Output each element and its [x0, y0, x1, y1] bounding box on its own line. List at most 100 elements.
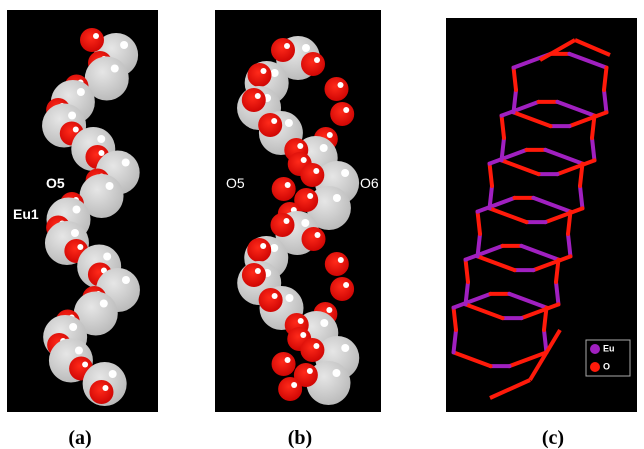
highlight — [313, 343, 319, 349]
highlight — [333, 194, 341, 202]
highlight — [320, 319, 328, 327]
o-sphere — [302, 227, 326, 251]
highlight — [332, 369, 340, 377]
highlight — [271, 118, 277, 124]
highlight — [98, 150, 104, 156]
o-sphere — [242, 263, 266, 287]
highlight — [73, 206, 81, 214]
highlight — [313, 168, 319, 174]
highlight — [272, 293, 278, 299]
highlight — [261, 68, 267, 74]
bond — [556, 282, 558, 304]
o-sphere — [324, 77, 348, 101]
highlight — [122, 276, 130, 284]
highlight — [102, 385, 108, 391]
highlight — [100, 300, 108, 308]
o-sphere — [270, 213, 294, 237]
o-sphere — [300, 338, 324, 362]
o-sphere — [247, 238, 271, 262]
o-sphere — [271, 38, 295, 62]
bond — [454, 308, 456, 330]
bond — [478, 234, 480, 256]
highlight — [71, 229, 79, 237]
o-sphere — [300, 163, 324, 187]
highlight — [291, 382, 297, 388]
o-sphere — [242, 88, 266, 112]
highlight — [326, 307, 332, 313]
highlight — [97, 135, 105, 143]
highlight — [69, 323, 77, 331]
highlight — [111, 65, 119, 73]
highlight — [68, 112, 76, 120]
highlight — [82, 362, 88, 368]
highlight — [93, 33, 99, 39]
o-sphere — [259, 288, 283, 312]
highlight — [320, 144, 328, 152]
legend: Eu O — [586, 340, 630, 376]
bond — [592, 138, 594, 160]
highlight — [307, 368, 313, 374]
legend-label: O — [603, 361, 610, 371]
o-sphere — [248, 63, 272, 87]
bond — [478, 212, 480, 234]
bond — [604, 68, 606, 90]
o-sphere — [278, 377, 302, 401]
highlight — [314, 57, 320, 63]
o-sphere — [330, 102, 354, 126]
o-sphere — [272, 352, 296, 376]
highlight — [337, 82, 343, 88]
o-sphere — [258, 113, 282, 137]
o-sphere — [301, 52, 325, 76]
highlight — [120, 41, 128, 49]
highlight — [103, 253, 111, 261]
highlight — [301, 157, 307, 163]
annotation: O5 — [226, 175, 245, 191]
highlight — [283, 218, 289, 224]
highlight — [271, 69, 279, 77]
highlight — [285, 119, 293, 127]
highlight — [302, 44, 310, 52]
o-sphere — [325, 252, 349, 276]
highlight — [315, 232, 321, 238]
annotation: O6 — [360, 175, 379, 191]
o-sphere — [89, 380, 113, 404]
bond — [502, 138, 504, 160]
highlight — [75, 347, 83, 355]
highlight — [343, 107, 349, 113]
o-sphere — [272, 177, 296, 201]
highlight — [341, 344, 349, 352]
highlight — [285, 182, 291, 188]
highlight — [297, 143, 303, 149]
bond — [466, 282, 468, 304]
o-sphere — [80, 28, 104, 52]
legend-label: Eu — [603, 343, 615, 353]
highlight — [106, 182, 114, 190]
highlight — [343, 282, 349, 288]
panel-caption: (a) — [68, 427, 91, 449]
highlight — [77, 88, 85, 96]
bond — [490, 186, 492, 208]
highlight — [73, 127, 79, 133]
highlight — [307, 193, 313, 199]
o-sphere — [330, 277, 354, 301]
highlight — [327, 132, 333, 138]
highlight — [109, 370, 117, 378]
bond — [514, 68, 516, 90]
bond — [502, 116, 504, 138]
bond — [454, 330, 456, 352]
annotation: Eu1 — [13, 206, 39, 222]
highlight — [301, 219, 309, 227]
highlight — [284, 43, 290, 49]
bond — [568, 234, 570, 256]
bond — [466, 260, 468, 282]
highlight — [341, 169, 349, 177]
highlight — [122, 159, 130, 167]
panel-caption: (b) — [288, 427, 312, 449]
highlight — [260, 243, 266, 249]
highlight — [338, 257, 344, 263]
highlight — [255, 268, 261, 274]
annotation: O5 — [46, 175, 65, 191]
highlight — [285, 357, 291, 363]
highlight — [255, 93, 261, 99]
highlight — [270, 244, 278, 252]
